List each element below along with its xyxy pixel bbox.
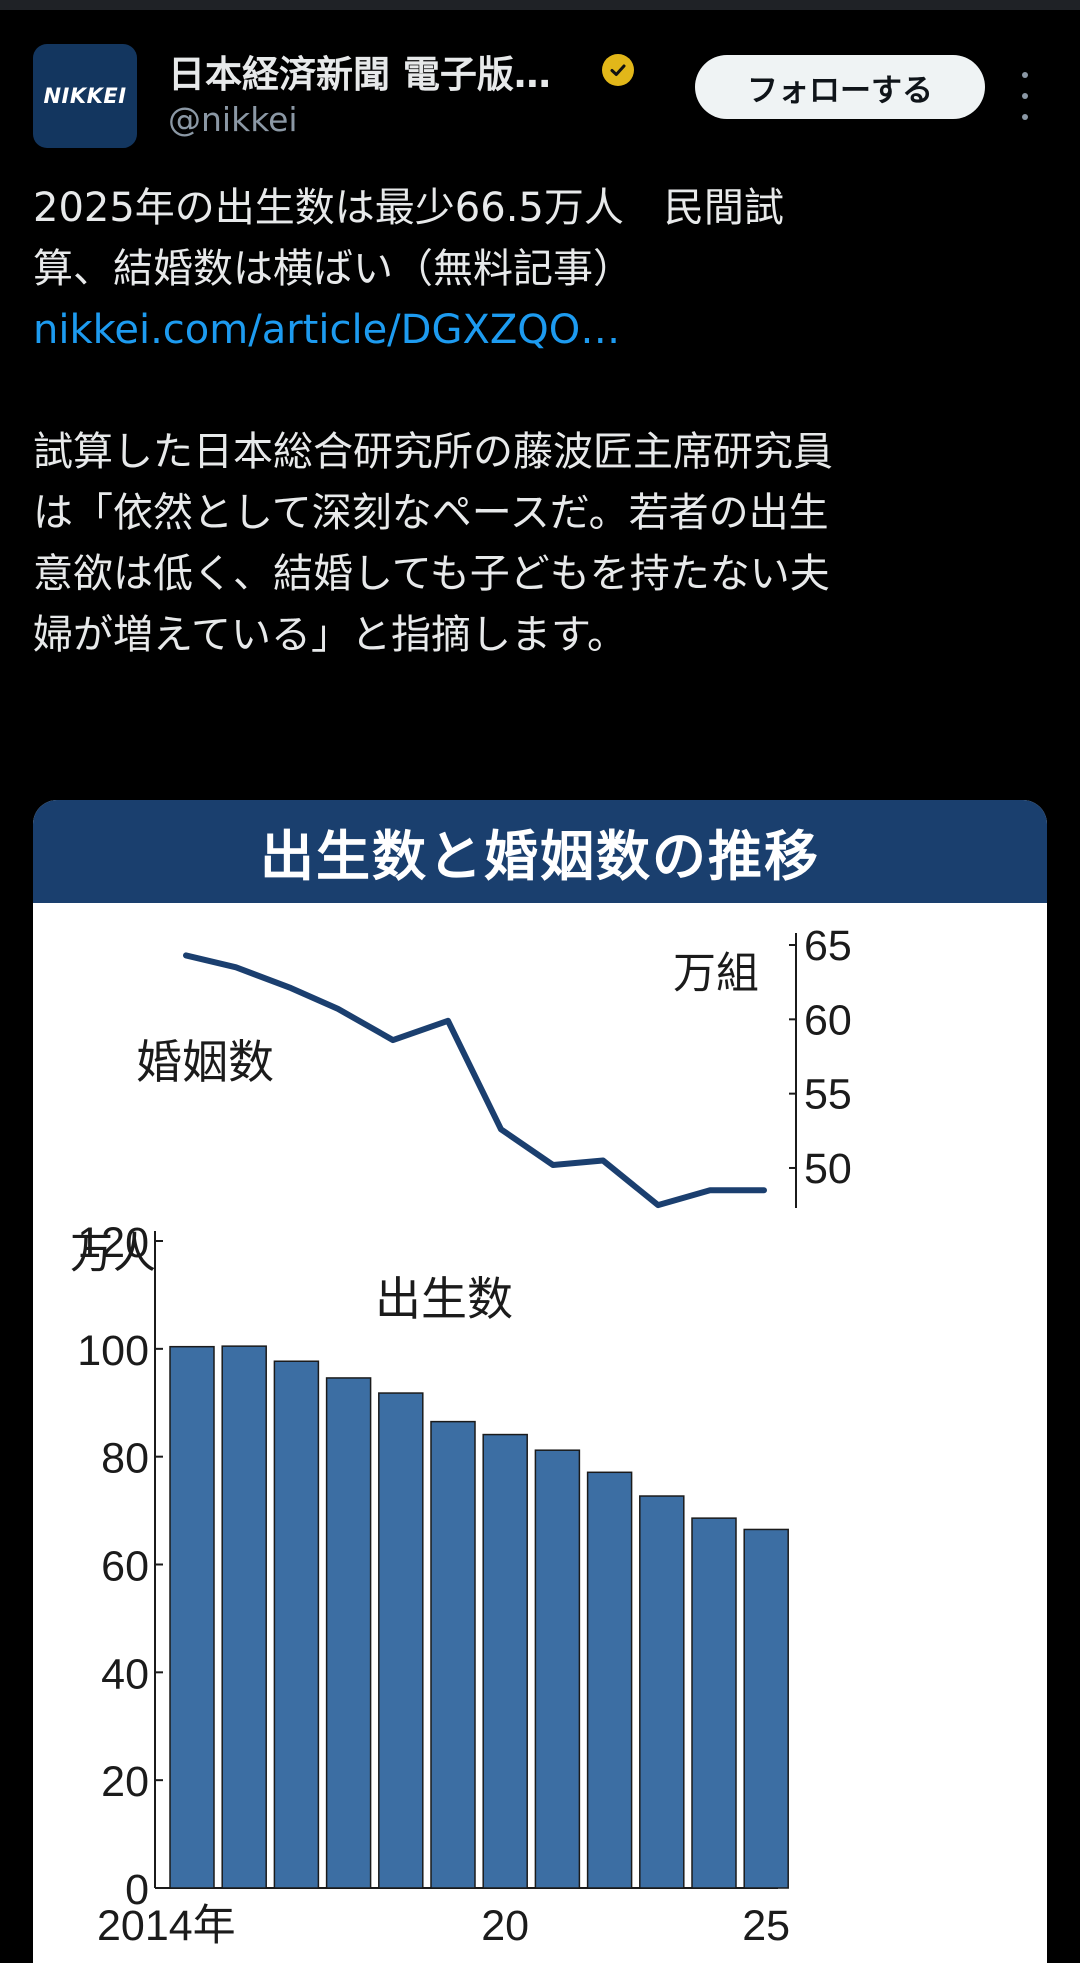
bar-2023 [639,1495,685,1889]
bar-y-tick-label: 80 [101,1435,149,1483]
post-text-line: 2025年の出生数は最少66.5万人 民間試 [33,185,784,231]
verified-badge-icon [602,54,634,86]
line-y-tick-label: 60 [804,996,852,1044]
bar-unit-label: 万人 [70,1230,156,1278]
bar-y-tick-label: 60 [101,1543,149,1591]
bar-2020 [482,1433,528,1889]
bar-series-label: 出生数 [375,1273,513,1325]
bar-y-tick-label: 20 [101,1758,149,1806]
account-handle[interactable]: @nikkei [168,100,298,139]
line-y-tick-label: 50 [804,1145,852,1193]
bar-y-tick-label: 120 [77,1219,149,1267]
account-name[interactable]: 日本経済新聞 電子版… [168,53,551,96]
post-text: 2025年の出生数は最少66.5万人 民間試 算、結婚数は横ばい（無料記事） n… [33,178,1043,666]
bar-2014 [169,1345,215,1889]
post-text-line: 婦が増えている」と指摘します。 [33,612,627,658]
post-text-line: は「依然として深刻なペースだ。若者の出生 [33,490,829,536]
chart-title-banner: 出生数と婚姻数の推移 [33,800,1047,903]
follow-button[interactable]: フォローする [695,55,985,119]
bar-2016 [273,1360,320,1889]
bar-x-tick-label: 25 [742,1902,790,1950]
marriage-line-series [183,952,767,1209]
bar-2022 [586,1471,633,1889]
article-link[interactable]: nikkei.com/article/DGXZQO… [33,307,621,353]
bar-2018 [378,1392,424,1889]
line-unit-label: 万組 [673,950,759,998]
bar-2017 [325,1377,372,1889]
bar-2025 [743,1528,789,1889]
line-series-label: 婚姻数 [136,1036,274,1088]
bar-2021 [534,1449,581,1889]
line-y-tick-label: 65 [804,922,852,970]
line-y-tick-label: 55 [804,1071,852,1119]
bar-y-tick-label: 0 [125,1866,149,1914]
avatar-logo-text: NIKKEI [43,84,127,108]
bar-2019 [430,1420,476,1889]
post-text-line: 算、結婚数は横ばい（無料記事） [33,246,633,292]
bar-2024 [691,1517,737,1889]
chart-title: 出生数と婚姻数の推移 [260,825,820,888]
top-divider [0,0,1080,10]
avatar[interactable]: NIKKEI [33,44,137,148]
chart-image-card[interactable]: 出生数と婚姻数の推移 50 55 60 65 万組婚姻数 万人出生数 0 20 40 60 80 1… [33,800,1047,1963]
bar-x-tick-label: 2014年 [97,1902,236,1950]
bar-2015 [221,1345,267,1889]
bar-y-tick-label: 100 [77,1327,149,1375]
bar-x-tick-label: 20 [481,1902,529,1950]
post-text-line: 試算した日本総合研究所の藤波匠主席研究員 [33,429,833,475]
more-options-icon[interactable] [1013,72,1037,120]
post-header: NIKKEI 日本経済新聞 電子版… @nikkei フォローする [0,10,1080,160]
bar-y-tick-label: 40 [101,1650,149,1698]
post-text-line: 意欲は低く、結婚しても子どもを持たない夫 [33,551,830,597]
